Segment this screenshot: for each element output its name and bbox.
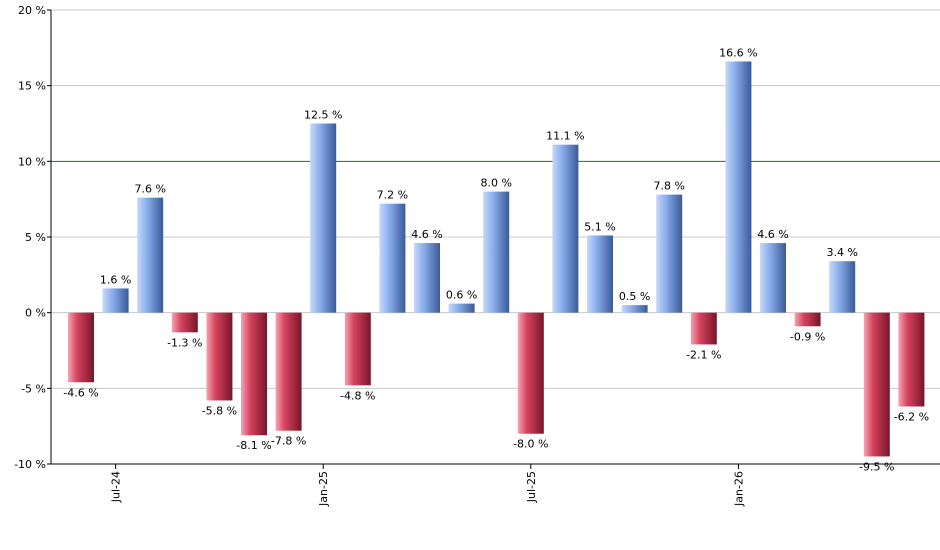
y-axis-ticks: 20 % 15 % 10 % 5 % 0 % -5 % -10 % <box>14 4 51 471</box>
y-tick-label: 10 % <box>18 155 46 168</box>
bar <box>517 312 544 434</box>
data-label: -7.8 % <box>271 435 306 448</box>
y-tick-label: 0 % <box>25 307 46 320</box>
bar <box>414 243 440 313</box>
bar <box>863 312 890 457</box>
data-label: 0.6 % <box>446 289 477 302</box>
bar <box>552 144 579 313</box>
bar <box>379 203 406 313</box>
y-tick-label: 15 % <box>18 80 46 93</box>
bar <box>68 312 94 383</box>
bar <box>794 312 821 327</box>
bar <box>310 123 337 313</box>
data-label: -8.1 % <box>236 439 271 452</box>
y-tick-label: -10 % <box>14 458 46 471</box>
x-tick-label: Jul-24 <box>110 471 123 503</box>
bar <box>621 305 648 313</box>
x-axis-ticks: Jul-24 Jan-25 Jul-25 Jan-26 <box>110 464 745 507</box>
data-label: 4.6 % <box>411 228 442 241</box>
data-label: -4.6 % <box>63 386 98 399</box>
data-label: 8.0 % <box>480 177 511 190</box>
bar <box>656 194 683 313</box>
data-label: -9.5 % <box>859 460 894 473</box>
bar <box>275 312 302 431</box>
data-label: -1.3 % <box>167 336 202 349</box>
bar <box>206 312 233 401</box>
data-label: -6.2 % <box>894 410 929 423</box>
data-label: 16.6 % <box>719 46 757 59</box>
x-tick-label: Jan-25 <box>317 471 330 507</box>
bar <box>690 312 717 345</box>
bar <box>483 191 510 313</box>
data-labels: -4.6 % 1.6 % 7.6 % -1.3 % -5.8 % -8.1 % -7.8 %… <box>63 46 929 473</box>
data-label: 7.6 % <box>134 183 165 196</box>
data-label: 5.1 % <box>584 220 615 233</box>
data-label: 1.6 % <box>100 273 131 286</box>
data-label: 7.2 % <box>377 189 408 202</box>
data-label: -8.0 % <box>513 438 548 451</box>
data-label: -5.8 % <box>202 404 237 417</box>
bar <box>725 61 752 313</box>
data-label: 11.1 % <box>546 130 584 143</box>
data-label: 0.5 % <box>619 290 650 303</box>
bar <box>241 312 267 436</box>
x-tick-label: Jan-26 <box>732 471 745 507</box>
bar <box>344 312 371 386</box>
data-label: 3.4 % <box>826 246 857 259</box>
bars <box>68 61 925 457</box>
data-label: 4.6 % <box>757 228 788 241</box>
data-label: 7.8 % <box>653 180 684 193</box>
bar <box>448 303 475 313</box>
bar <box>587 235 613 313</box>
bar <box>137 197 164 313</box>
data-label: -2.1 % <box>686 348 721 361</box>
data-label: -4.8 % <box>340 389 375 402</box>
y-tick-label: -5 % <box>21 382 46 395</box>
data-label: -0.9 % <box>790 330 825 343</box>
y-tick-label: 5 % <box>25 231 46 244</box>
bar <box>829 261 856 313</box>
bar <box>898 312 925 407</box>
y-tick-label: 20 % <box>18 4 46 17</box>
bar <box>760 243 786 313</box>
bar <box>102 288 129 313</box>
bar <box>171 312 198 333</box>
data-label: 12.5 % <box>304 109 342 122</box>
x-tick-label: Jul-25 <box>525 471 538 503</box>
